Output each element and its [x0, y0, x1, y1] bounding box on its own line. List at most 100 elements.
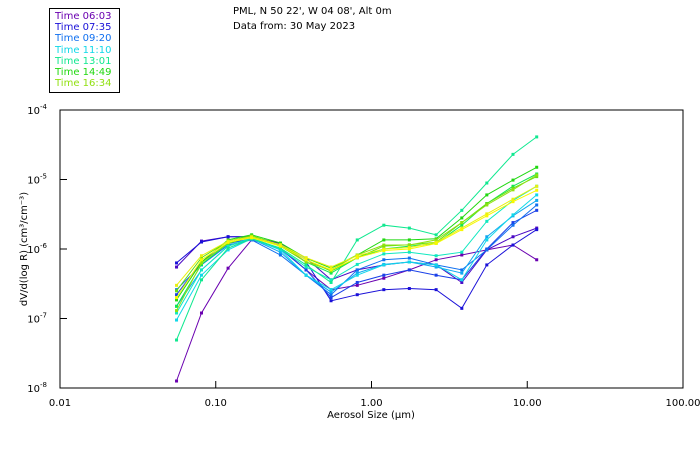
- x-tick-label: 0.01: [49, 398, 71, 409]
- data-point: [460, 268, 464, 272]
- data-point: [434, 238, 438, 242]
- data-point: [175, 261, 179, 265]
- data-point: [226, 244, 230, 248]
- data-point: [382, 263, 386, 267]
- x-tick-label: 0.10: [205, 398, 227, 409]
- data-point: [355, 262, 359, 266]
- data-point: [355, 271, 359, 275]
- station-info: PML, N 50 22', W 04 08', Alt 0m: [233, 6, 392, 17]
- data-point: [382, 247, 386, 251]
- data-point: [175, 265, 179, 269]
- data-point: [511, 152, 515, 156]
- data-point: [485, 238, 489, 242]
- data-point: [355, 254, 359, 258]
- data-point: [382, 238, 386, 242]
- x-tick-label: 100.00: [666, 398, 700, 409]
- data-point: [535, 226, 539, 230]
- data-point: [329, 296, 333, 300]
- data-point: [434, 233, 438, 237]
- data-point: [329, 288, 333, 292]
- data-point: [199, 254, 203, 258]
- data-point: [329, 299, 333, 303]
- legend-item: Time 06:03: [55, 11, 112, 22]
- data-point: [175, 298, 179, 302]
- legend-item: Time 07:35: [55, 22, 112, 34]
- data-point: [329, 271, 333, 275]
- data-point: [511, 223, 515, 227]
- data-point: [278, 244, 282, 248]
- data-point: [382, 276, 386, 280]
- data-point: [329, 293, 333, 297]
- data-point: [175, 304, 179, 308]
- data-point: [460, 250, 464, 254]
- data-point: [329, 290, 333, 294]
- y-tick-exponent: -8: [40, 381, 47, 389]
- data-point: [460, 278, 464, 282]
- data-point: [434, 254, 438, 258]
- data-point: [199, 261, 203, 265]
- data-point: [485, 235, 489, 239]
- series: [175, 238, 539, 383]
- data-point: [535, 188, 539, 192]
- data-point: [278, 250, 282, 254]
- data-point: [226, 248, 230, 252]
- y-axis: 10-410-510-610-710-8: [27, 103, 67, 395]
- data-point: [329, 265, 333, 269]
- y-axis-title: dV/d(log R) (cm³/cm⁻³): [19, 192, 30, 306]
- data-point: [304, 256, 308, 260]
- data-point: [199, 273, 203, 277]
- data-point: [535, 173, 539, 177]
- data-point: [535, 258, 539, 262]
- series-layer: [175, 135, 539, 383]
- data-point: [535, 175, 539, 179]
- data-point: [460, 271, 464, 275]
- data-point: [511, 213, 515, 217]
- x-tick-label: 1.00: [360, 398, 382, 409]
- data-point: [175, 318, 179, 322]
- data-point: [511, 243, 515, 247]
- data-point: [382, 273, 386, 277]
- data-point: [434, 265, 438, 269]
- data-point: [226, 266, 230, 270]
- y-tick-exponent: -5: [40, 173, 47, 181]
- data-point: [460, 223, 464, 227]
- data-point: [226, 235, 230, 239]
- data-point: [199, 240, 203, 244]
- data-point: [304, 260, 308, 264]
- data-point: [199, 268, 203, 272]
- data-point: [382, 252, 386, 256]
- data-point: [355, 268, 359, 272]
- data-point: [407, 260, 411, 264]
- series: [175, 135, 539, 342]
- data-point: [434, 263, 438, 267]
- data-point: [226, 240, 230, 244]
- x-tick-label: 10.00: [513, 398, 542, 409]
- data-point: [460, 216, 464, 220]
- data-point: [511, 186, 515, 190]
- data-point: [175, 379, 179, 383]
- legend-item: Time 16:34: [55, 78, 112, 90]
- data-point: [329, 280, 333, 284]
- data-point: [199, 258, 203, 262]
- data-point: [407, 247, 411, 251]
- data-point: [535, 184, 539, 188]
- y-tick-label: 10: [27, 106, 40, 117]
- x-axis: 0.01 0.10 1.00 10.00 100.00: [49, 381, 700, 409]
- legend: Time 06:03 Time 07:35 Time 09:20 Time 11:10…: [49, 8, 120, 93]
- data-point: [485, 203, 489, 207]
- data-point: [434, 241, 438, 245]
- data-point: [511, 197, 515, 201]
- data-date: Data from: 30 May 2023: [233, 21, 356, 32]
- data-point: [407, 250, 411, 254]
- data-point: [460, 228, 464, 232]
- data-point: [199, 256, 203, 260]
- data-point: [434, 258, 438, 262]
- data-point: [535, 198, 539, 202]
- data-point: [355, 256, 359, 260]
- data-point: [485, 263, 489, 267]
- legend-item: Time 11:10: [55, 44, 112, 56]
- data-point: [382, 249, 386, 253]
- data-point: [304, 273, 308, 277]
- legend-item: Time 13:01: [55, 55, 112, 67]
- data-point: [511, 221, 515, 225]
